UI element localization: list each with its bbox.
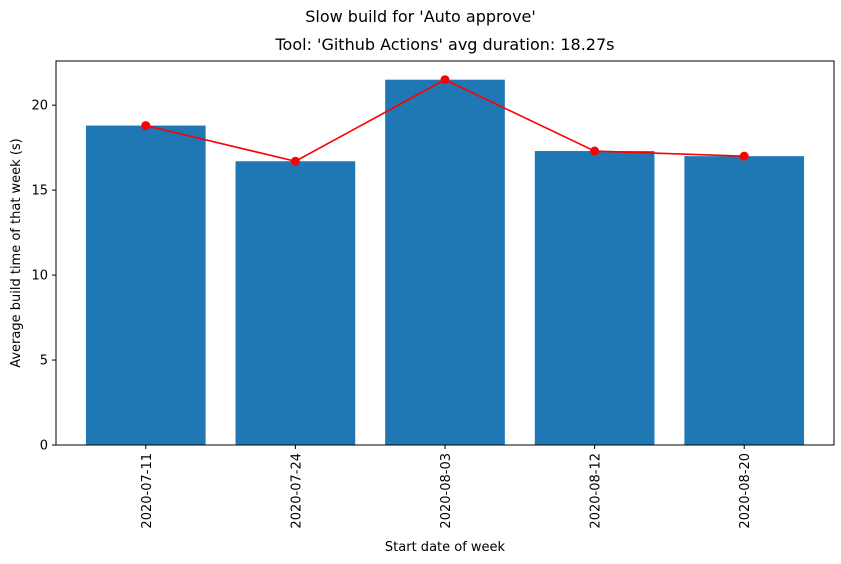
bars-group bbox=[85, 79, 805, 446]
trend-point-2020-08-03 bbox=[440, 75, 450, 85]
x-tick-label: 2020-08-03 bbox=[439, 453, 454, 529]
x-axis: 2020-07-11 2020-07-24 2020-08-03 2020-08-12… bbox=[140, 445, 753, 529]
trend-point-2020-07-11 bbox=[141, 121, 151, 131]
trend-point-2020-08-20 bbox=[739, 151, 749, 161]
y-tick-label: 0 bbox=[40, 439, 48, 454]
y-axis: 0 5 10 15 20 bbox=[31, 99, 56, 454]
trend-line-group bbox=[141, 75, 749, 166]
x-tick-label: 2020-07-24 bbox=[289, 453, 304, 529]
bar-2020-08-20 bbox=[684, 156, 805, 445]
bar-2020-08-12 bbox=[534, 151, 655, 445]
chart-title: Tool: 'Github Actions' avg duration: 18.… bbox=[275, 35, 615, 54]
y-tick-label: 5 bbox=[40, 354, 48, 369]
y-tick-label: 20 bbox=[31, 99, 48, 114]
trend-point-2020-08-12 bbox=[590, 146, 600, 156]
bar-2020-07-24 bbox=[235, 161, 356, 445]
x-tick-label: 2020-08-20 bbox=[738, 453, 753, 529]
y-tick-label: 10 bbox=[31, 269, 48, 284]
x-tick-label: 2020-08-12 bbox=[589, 453, 604, 529]
x-tick-label: 2020-07-11 bbox=[140, 453, 155, 529]
figure-suptitle: Slow build for 'Auto approve' bbox=[305, 7, 536, 26]
trend-point-2020-07-24 bbox=[290, 156, 300, 166]
bar-2020-08-03 bbox=[385, 79, 505, 446]
bar-2020-07-11 bbox=[85, 125, 206, 445]
y-tick-label: 15 bbox=[31, 184, 48, 199]
x-axis-label: Start date of week bbox=[385, 540, 506, 555]
y-axis-label: Average build time of that week (s) bbox=[9, 138, 24, 368]
